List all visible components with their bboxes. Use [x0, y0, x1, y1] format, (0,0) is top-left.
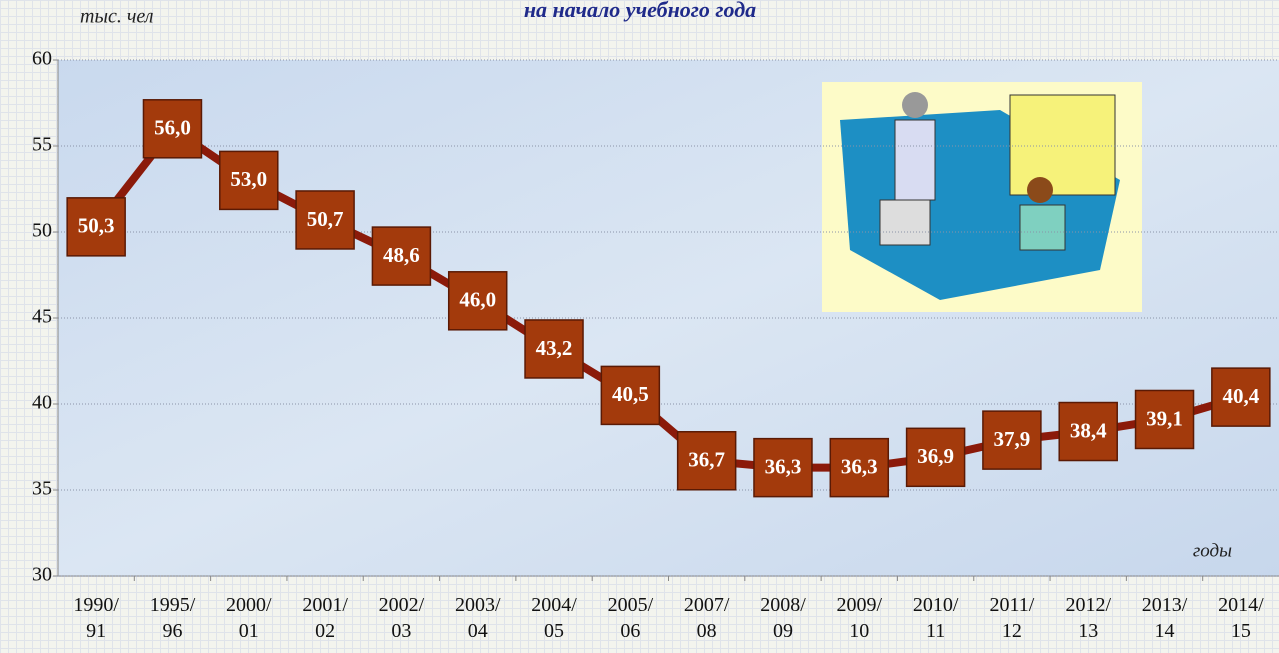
y-axis-label: тыс. чел [80, 6, 154, 28]
data-label: 46,0 [459, 288, 496, 312]
data-label: 56,0 [154, 116, 191, 140]
x-tick-label: 1995/ 96 [137, 592, 207, 644]
data-label: 36,3 [765, 454, 802, 478]
page: на начало учебного года тыс. чел годы 30… [0, 0, 1279, 653]
x-tick-label: 2014/ 15 [1206, 592, 1276, 644]
clipart-monitor [880, 200, 930, 245]
y-tick-label: 35 [32, 478, 52, 500]
data-label: 39,1 [1146, 406, 1183, 430]
x-tick-label: 2004/ 05 [519, 592, 589, 644]
data-label: 48,6 [383, 243, 420, 267]
x-tick-label: 2007/ 08 [672, 592, 742, 644]
data-label: 36,7 [688, 448, 725, 472]
data-label: 36,9 [917, 444, 954, 468]
data-label: 50,7 [307, 207, 344, 231]
x-tick-label: 2003/ 04 [443, 592, 513, 644]
x-tick-label: 1990/ 91 [61, 592, 131, 644]
data-label: 50,3 [78, 214, 115, 238]
clipart-person [902, 92, 928, 118]
chart-title: на начало учебного года [524, 0, 756, 22]
data-label: 40,5 [612, 382, 649, 406]
y-tick-label: 55 [32, 134, 52, 156]
x-tick-label: 2010/ 11 [901, 592, 971, 644]
x-axis-label: годы [1193, 540, 1232, 561]
y-tick-label: 50 [32, 220, 52, 242]
y-tick-label: 40 [32, 392, 52, 414]
x-tick-label: 2012/ 13 [1053, 592, 1123, 644]
y-tick-label: 60 [32, 48, 52, 70]
clipart [822, 82, 1142, 312]
y-tick-label: 30 [32, 564, 52, 586]
x-tick-label: 2011/ 12 [977, 592, 1047, 644]
x-tick-label: 2009/ 10 [824, 592, 894, 644]
clipart-person [1027, 177, 1053, 203]
chart: на начало учебного года тыс. чел годы 30… [0, 0, 1279, 653]
y-tick-label: 45 [32, 306, 52, 328]
clipart-board [1010, 95, 1115, 195]
x-tick-label: 2005/ 06 [595, 592, 665, 644]
x-tick-label: 2013/ 14 [1130, 592, 1200, 644]
x-tick-label: 2000/ 01 [214, 592, 284, 644]
x-tick-label: 2001/ 02 [290, 592, 360, 644]
clipart-person [1020, 205, 1065, 250]
data-label: 40,4 [1222, 384, 1259, 408]
data-label: 53,0 [230, 167, 267, 191]
x-tick-label: 2002/ 03 [366, 592, 436, 644]
data-label: 36,3 [841, 454, 878, 478]
data-label: 38,4 [1070, 418, 1107, 442]
x-tick-label: 2008/ 09 [748, 592, 818, 644]
data-label: 43,2 [536, 336, 573, 360]
data-label: 37,9 [994, 427, 1031, 451]
clipart-person [895, 120, 935, 200]
